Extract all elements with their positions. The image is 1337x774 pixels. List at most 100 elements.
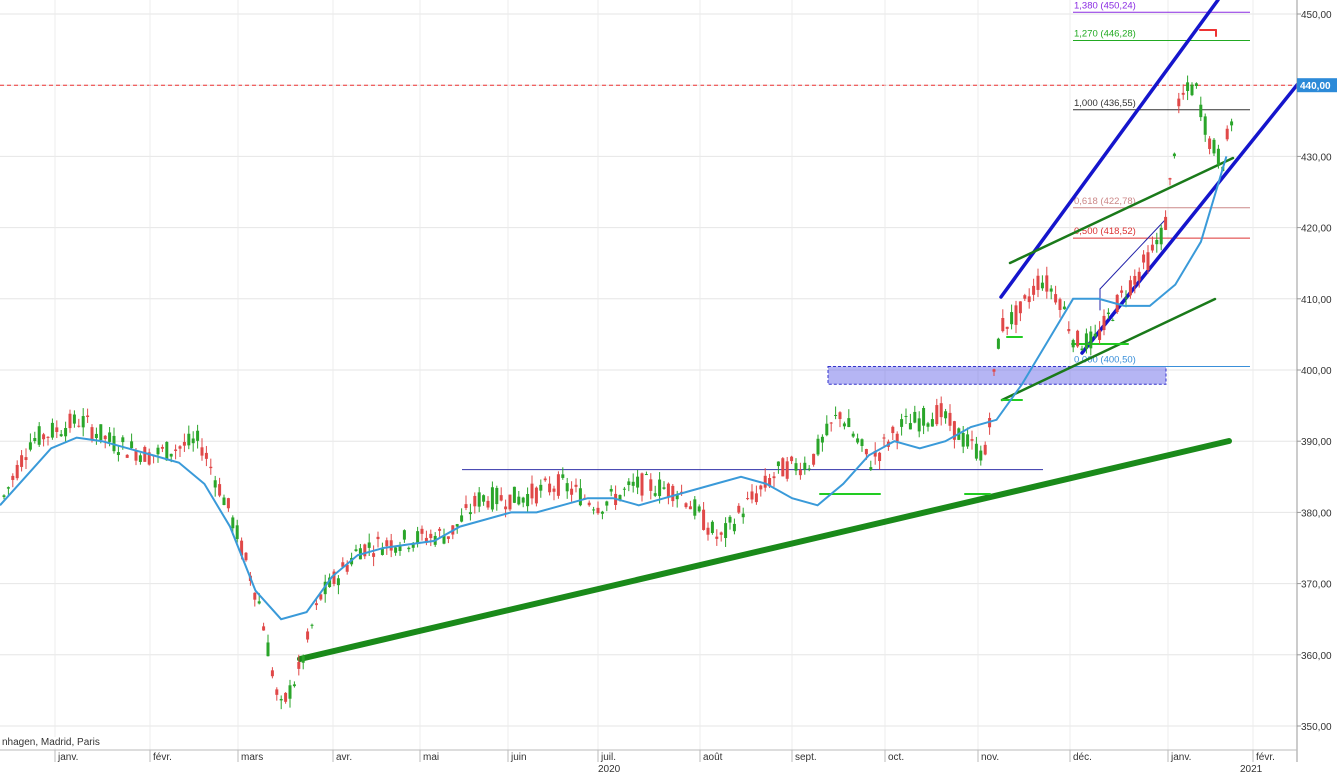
candle-body [693, 499, 697, 516]
candle-body [983, 444, 987, 455]
price-tick-label: 400,00 [1301, 366, 1332, 377]
candle-body [336, 578, 340, 586]
candle-body [838, 412, 842, 420]
candle-body [847, 418, 851, 428]
candle-body [213, 480, 217, 488]
candle-body [565, 483, 569, 492]
candle-body [746, 498, 750, 500]
fib-label: 1,380 (450,24) [1074, 0, 1136, 11]
candle-body [851, 433, 855, 437]
candle-body [592, 509, 596, 511]
candle-body [688, 506, 692, 510]
candle-body [156, 447, 160, 455]
month-label: juin [510, 752, 527, 763]
candle-body [174, 449, 178, 451]
candle-body [1164, 216, 1168, 230]
candle-body [341, 562, 345, 567]
candle-body [719, 532, 723, 535]
candle-body [917, 418, 921, 432]
candle-body [820, 436, 824, 443]
candle-body [1036, 275, 1040, 290]
grid-lines [0, 0, 1297, 762]
candle-body [596, 507, 600, 514]
candle-body [314, 603, 318, 606]
candle-body [42, 434, 46, 440]
candle-body [724, 523, 728, 539]
candle-body [1093, 333, 1097, 337]
candle-body [1071, 340, 1075, 348]
channel-lower-line [1080, 73, 1307, 355]
candle-body [407, 547, 411, 550]
candle-body [1089, 331, 1093, 349]
candle-body [662, 487, 666, 489]
month-label: mai [423, 752, 439, 763]
price-tick-label: 390,00 [1301, 437, 1332, 448]
candle-body [631, 481, 635, 486]
candle-body [288, 685, 292, 699]
moving-average [0, 156, 1228, 621]
candle-body [1142, 254, 1146, 263]
candle-body [552, 488, 556, 492]
candle-body [1005, 326, 1009, 329]
candle-body [1098, 330, 1102, 340]
price-tick-label: 410,00 [1301, 295, 1332, 306]
price-tick-label: 450,00 [1301, 10, 1332, 21]
month-label: sept. [795, 752, 817, 763]
candle-body [790, 456, 794, 462]
candle-body [1186, 82, 1190, 92]
moving-average-line [0, 156, 1228, 621]
candle-body [543, 478, 547, 481]
candle-body [2, 495, 6, 497]
candle-body [477, 492, 481, 507]
candle-body [1040, 282, 1044, 289]
candle-body [996, 338, 1000, 349]
candle-body [262, 626, 266, 631]
candle-body [737, 505, 741, 513]
candle-body [908, 423, 912, 430]
candle-body [81, 416, 85, 428]
candle-body [442, 535, 446, 544]
candle-body [675, 494, 679, 500]
month-label: juil. [600, 752, 616, 763]
candle-body [1212, 139, 1216, 154]
candle-body [143, 446, 147, 462]
candle-body [473, 495, 477, 507]
month-label: oct. [888, 752, 904, 763]
candle-body [1208, 138, 1212, 149]
candle-body [292, 684, 296, 687]
month-label: déc. [1073, 752, 1092, 763]
green-trendline-upper [1008, 156, 1235, 265]
candle-body [649, 479, 653, 491]
candle-body [499, 495, 503, 501]
candle-body [1155, 239, 1159, 245]
candle-body [684, 503, 688, 508]
candle-body [1054, 294, 1058, 303]
fib-label: 0,618 (422,78) [1074, 196, 1136, 207]
candle-body [284, 692, 288, 702]
candle-body [270, 670, 274, 677]
candle-body [1194, 83, 1198, 87]
candle-body [332, 571, 336, 584]
candle-body [785, 461, 789, 479]
candle-body [226, 498, 230, 509]
year-label: 2021 [1240, 764, 1263, 774]
candle-body [486, 500, 490, 508]
candle-body [1010, 312, 1014, 325]
candle-body [147, 452, 151, 465]
candle-body [394, 547, 398, 553]
long-support-trendline [297, 438, 1232, 662]
candle-body [640, 473, 644, 496]
candle-body [160, 446, 164, 449]
candle-body [829, 422, 833, 424]
candle-body [72, 414, 76, 424]
candle-body [772, 476, 776, 479]
candle-body [530, 483, 534, 499]
candle-body [728, 516, 732, 523]
candle-body [702, 509, 706, 530]
candle-body [1102, 315, 1106, 331]
candle-body [165, 441, 169, 461]
candle-body [266, 642, 270, 657]
candle-body [46, 436, 50, 438]
candle-body [1076, 330, 1080, 347]
